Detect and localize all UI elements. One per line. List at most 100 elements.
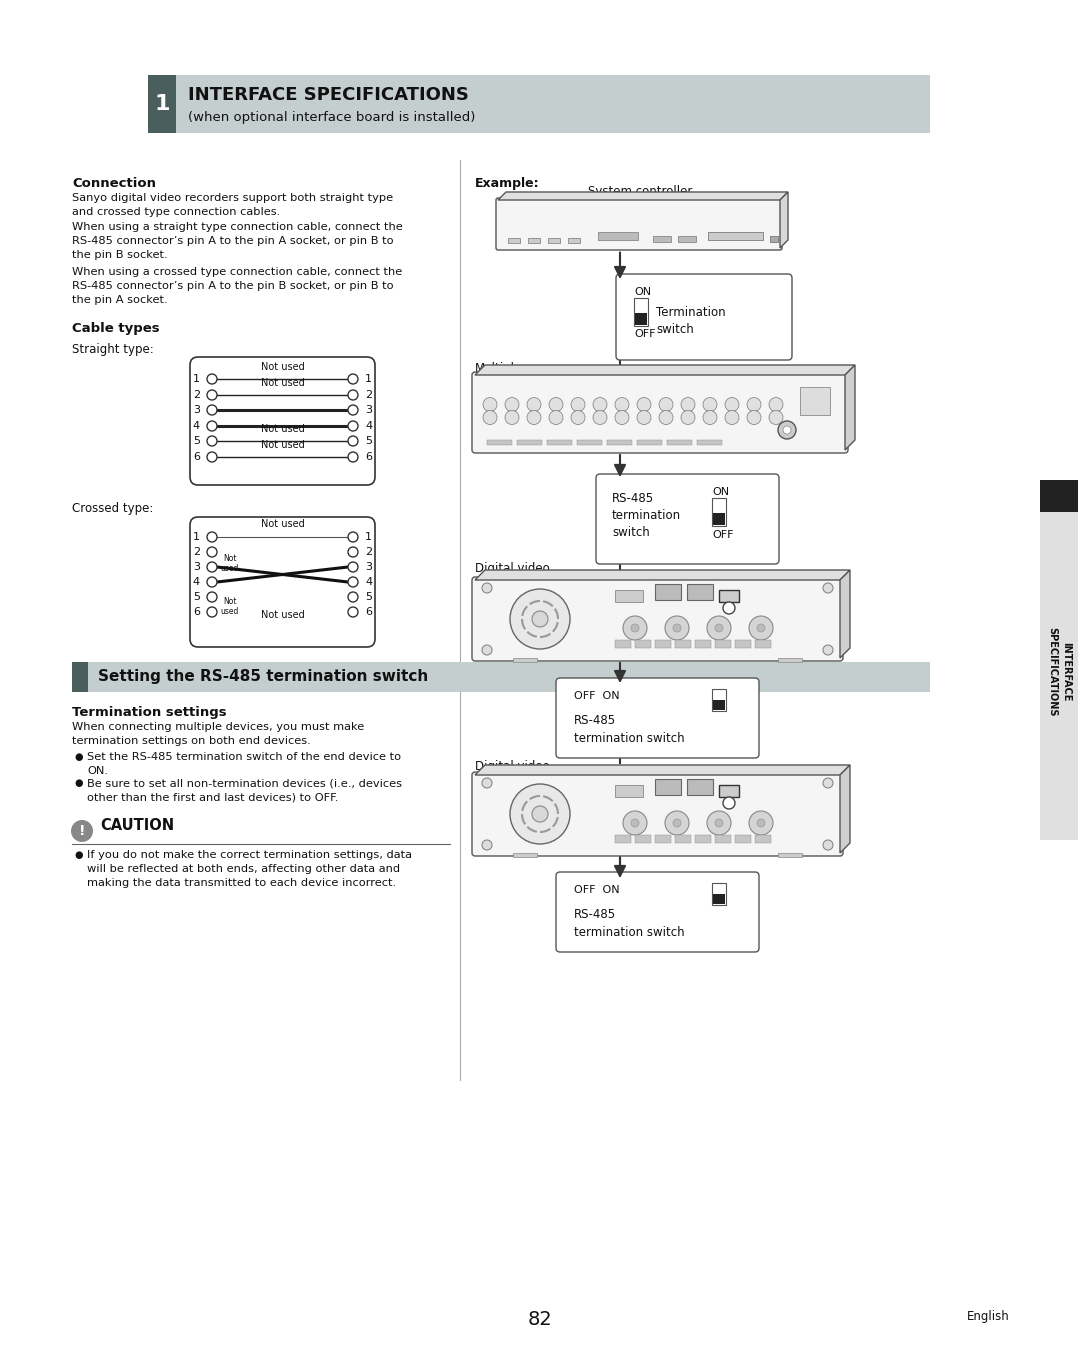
Circle shape xyxy=(615,411,629,425)
Circle shape xyxy=(725,398,739,411)
Circle shape xyxy=(783,426,791,434)
Bar xyxy=(508,239,519,243)
Circle shape xyxy=(549,411,563,425)
Text: If you do not make the correct termination settings, data
will be reflected at b: If you do not make the correct terminati… xyxy=(87,851,411,888)
Circle shape xyxy=(715,624,723,632)
Polygon shape xyxy=(840,570,850,658)
Bar xyxy=(568,239,580,243)
Polygon shape xyxy=(845,365,855,450)
Text: 3: 3 xyxy=(365,562,372,572)
Circle shape xyxy=(823,582,833,593)
Circle shape xyxy=(703,398,717,411)
Circle shape xyxy=(725,411,739,425)
Bar xyxy=(696,640,711,648)
Text: CAUTION: CAUTION xyxy=(100,818,174,833)
Circle shape xyxy=(623,616,647,640)
Bar xyxy=(654,584,681,600)
Circle shape xyxy=(207,562,217,572)
Bar xyxy=(598,232,638,240)
Polygon shape xyxy=(475,766,850,775)
Text: 2: 2 xyxy=(193,547,200,557)
Bar xyxy=(712,497,726,526)
Circle shape xyxy=(750,811,773,834)
Text: Set the RS-485 termination switch of the end device to
ON.: Set the RS-485 termination switch of the… xyxy=(87,752,401,776)
Circle shape xyxy=(207,390,217,400)
Text: (when optional interface board is installed): (when optional interface board is instal… xyxy=(188,112,475,124)
Bar xyxy=(654,640,671,648)
Text: Digital video
recorder: Digital video recorder xyxy=(475,760,550,790)
Circle shape xyxy=(747,411,761,425)
Text: 1: 1 xyxy=(365,373,372,384)
Text: OFF: OFF xyxy=(634,329,656,338)
Text: Multiplexer: Multiplexer xyxy=(475,363,541,375)
Text: 5: 5 xyxy=(193,592,200,603)
Circle shape xyxy=(207,532,217,542)
Text: 1: 1 xyxy=(193,373,200,384)
Bar xyxy=(687,779,713,795)
Text: termination switch: termination switch xyxy=(573,732,685,745)
Text: Cable types: Cable types xyxy=(72,322,160,336)
Text: INTERFACE
SPECIFICATIONS: INTERFACE SPECIFICATIONS xyxy=(1047,627,1071,717)
Circle shape xyxy=(715,820,723,828)
Bar xyxy=(148,75,930,133)
Text: 82: 82 xyxy=(528,1310,552,1329)
Circle shape xyxy=(703,411,717,425)
Circle shape xyxy=(723,797,735,809)
Text: Digital video
recorder: Digital video recorder xyxy=(475,562,550,592)
Text: ●: ● xyxy=(75,851,82,860)
Text: 4: 4 xyxy=(193,577,200,586)
Circle shape xyxy=(207,452,217,462)
Circle shape xyxy=(757,624,765,632)
Circle shape xyxy=(207,421,217,431)
Text: RS-485: RS-485 xyxy=(573,713,616,727)
Bar xyxy=(635,313,647,325)
Bar xyxy=(513,658,537,662)
Circle shape xyxy=(665,616,689,640)
Bar xyxy=(637,439,662,445)
Circle shape xyxy=(482,840,492,851)
Circle shape xyxy=(723,603,735,613)
Bar xyxy=(800,387,831,415)
Circle shape xyxy=(778,421,796,439)
FancyBboxPatch shape xyxy=(472,772,843,856)
Circle shape xyxy=(348,592,357,603)
Bar xyxy=(712,689,726,710)
Circle shape xyxy=(505,398,519,411)
Bar xyxy=(577,439,602,445)
Bar xyxy=(635,640,651,648)
Bar xyxy=(715,640,731,648)
Bar xyxy=(667,439,692,445)
Bar xyxy=(778,658,802,662)
FancyBboxPatch shape xyxy=(190,357,375,485)
FancyBboxPatch shape xyxy=(556,872,759,952)
Text: Not
used: Not used xyxy=(220,554,239,573)
Circle shape xyxy=(207,547,217,557)
Text: Sanyo digital video recorders support both straight type
and crossed type connec: Sanyo digital video recorders support bo… xyxy=(72,193,393,217)
Circle shape xyxy=(348,373,357,384)
FancyBboxPatch shape xyxy=(616,274,792,360)
Circle shape xyxy=(71,820,93,842)
Bar xyxy=(615,640,631,648)
Bar xyxy=(713,700,725,710)
Bar xyxy=(719,785,739,797)
Text: Not used: Not used xyxy=(260,377,305,388)
Bar xyxy=(148,75,176,133)
Bar xyxy=(675,640,691,648)
Circle shape xyxy=(571,398,585,411)
Circle shape xyxy=(348,435,357,446)
Circle shape xyxy=(615,398,629,411)
Text: 4: 4 xyxy=(365,577,373,586)
Text: 4: 4 xyxy=(365,421,373,431)
Circle shape xyxy=(348,532,357,542)
Bar xyxy=(735,834,751,842)
Circle shape xyxy=(348,421,357,431)
Bar xyxy=(755,834,771,842)
Text: Termination settings: Termination settings xyxy=(72,706,227,718)
Text: OFF  ON: OFF ON xyxy=(573,886,620,895)
Text: Not used: Not used xyxy=(260,611,305,620)
Text: Setting the RS-485 termination switch: Setting the RS-485 termination switch xyxy=(98,670,429,685)
Text: 3: 3 xyxy=(193,562,200,572)
Text: 3: 3 xyxy=(365,404,372,415)
Text: termination switch: termination switch xyxy=(573,926,685,940)
Text: 6: 6 xyxy=(365,607,372,617)
